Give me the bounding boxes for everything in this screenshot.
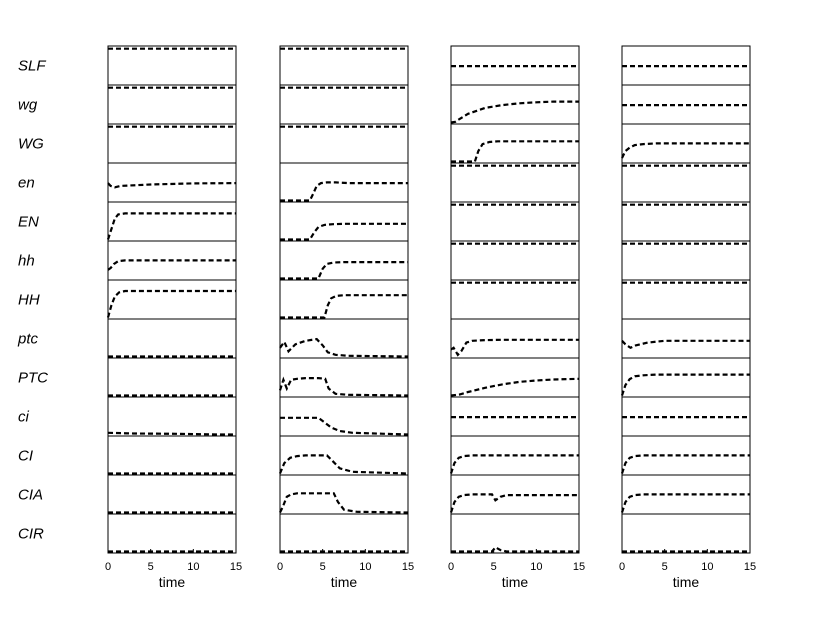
row-label-CI: CI bbox=[18, 448, 33, 465]
x-tick-label: 5 bbox=[148, 561, 154, 573]
series-line-hh bbox=[280, 261, 408, 280]
series-line-HH bbox=[280, 294, 408, 319]
series-line-en bbox=[280, 181, 408, 202]
x-axis-label: time bbox=[331, 574, 358, 590]
panel-frame bbox=[450, 45, 580, 554]
x-tick-label: 5 bbox=[491, 561, 497, 573]
row-label-ptc: ptc bbox=[17, 331, 39, 348]
panel-frame bbox=[107, 45, 237, 554]
series-line-PTC bbox=[278, 376, 409, 397]
series-line-ptc bbox=[450, 338, 579, 357]
series-line-WG bbox=[621, 142, 750, 159]
row-label-ci: ci bbox=[18, 409, 30, 426]
series-line-PTC bbox=[450, 377, 580, 397]
series-line-hh bbox=[107, 259, 236, 271]
series-line-CI bbox=[620, 454, 750, 474]
panel-frame bbox=[621, 45, 751, 554]
series-line-ptc bbox=[279, 337, 409, 358]
panel-frame bbox=[279, 45, 409, 554]
series-line-WG bbox=[451, 140, 579, 163]
row-label-SLF: SLF bbox=[18, 58, 46, 75]
x-tick-label: 10 bbox=[187, 561, 199, 573]
series-line-CI bbox=[449, 454, 579, 474]
series-line-HH bbox=[106, 289, 236, 318]
x-tick-label: 0 bbox=[619, 561, 625, 573]
row-label-hh: hh bbox=[18, 253, 35, 270]
series-line-CIA bbox=[279, 492, 409, 514]
row-label-CIA: CIA bbox=[18, 487, 43, 504]
row-label-WG: WG bbox=[18, 136, 44, 153]
x-tick-label: 0 bbox=[277, 561, 283, 573]
panel-1: 0 5 10 15 time bbox=[105, 45, 242, 590]
series-line-en bbox=[107, 182, 237, 189]
row-label-HH: HH bbox=[18, 292, 40, 309]
row-label-wg: wg bbox=[18, 97, 38, 114]
row-label-PTC: PTC bbox=[18, 370, 48, 387]
panel-3: 0 5 10 15 time bbox=[448, 45, 585, 590]
series-line-wg bbox=[450, 100, 579, 124]
x-tick-label: 10 bbox=[359, 561, 371, 573]
x-tick-label: 15 bbox=[230, 561, 242, 573]
x-tick-label: 10 bbox=[530, 561, 542, 573]
x-axis-label: time bbox=[159, 574, 186, 590]
x-tick-label: 15 bbox=[744, 561, 756, 573]
x-tick-label: 15 bbox=[573, 561, 585, 573]
panel-2: 0 5 10 15 time bbox=[277, 45, 414, 590]
row-label-CIR: CIR bbox=[18, 526, 44, 543]
row-labels: SLF wg WG en EN hh HH ptc PTC ci CI CIA CIR bbox=[17, 58, 48, 543]
x-axis-label: time bbox=[673, 574, 700, 590]
x-tick-label: 10 bbox=[701, 561, 713, 573]
x-tick-label: 15 bbox=[402, 561, 414, 573]
x-tick-label: 5 bbox=[662, 561, 668, 573]
series-line-ptc bbox=[621, 339, 750, 350]
series-line-PTC bbox=[620, 373, 750, 396]
series-line-EN bbox=[280, 222, 408, 241]
x-tick-label: 0 bbox=[105, 561, 111, 573]
x-axis-label: time bbox=[502, 574, 529, 590]
series-line-CIR bbox=[451, 545, 579, 553]
series-line-CIA bbox=[449, 493, 579, 513]
panel-4: 0 5 10 15 time bbox=[619, 45, 756, 590]
series-line-ci bbox=[280, 416, 409, 436]
series-line-CIA bbox=[620, 493, 750, 513]
x-tick-label: 5 bbox=[320, 561, 326, 573]
row-label-EN: EN bbox=[18, 214, 39, 231]
series-line-ci bbox=[107, 431, 236, 436]
x-tick-label: 0 bbox=[448, 561, 454, 573]
series-line-EN bbox=[106, 212, 236, 240]
series-line-CI bbox=[278, 454, 409, 475]
row-label-en: en bbox=[18, 175, 35, 192]
panels: 0 5 10 15 time 0 5 10 15 time 0 5 10 15 time 0 5 10 15 time bbox=[105, 45, 756, 590]
